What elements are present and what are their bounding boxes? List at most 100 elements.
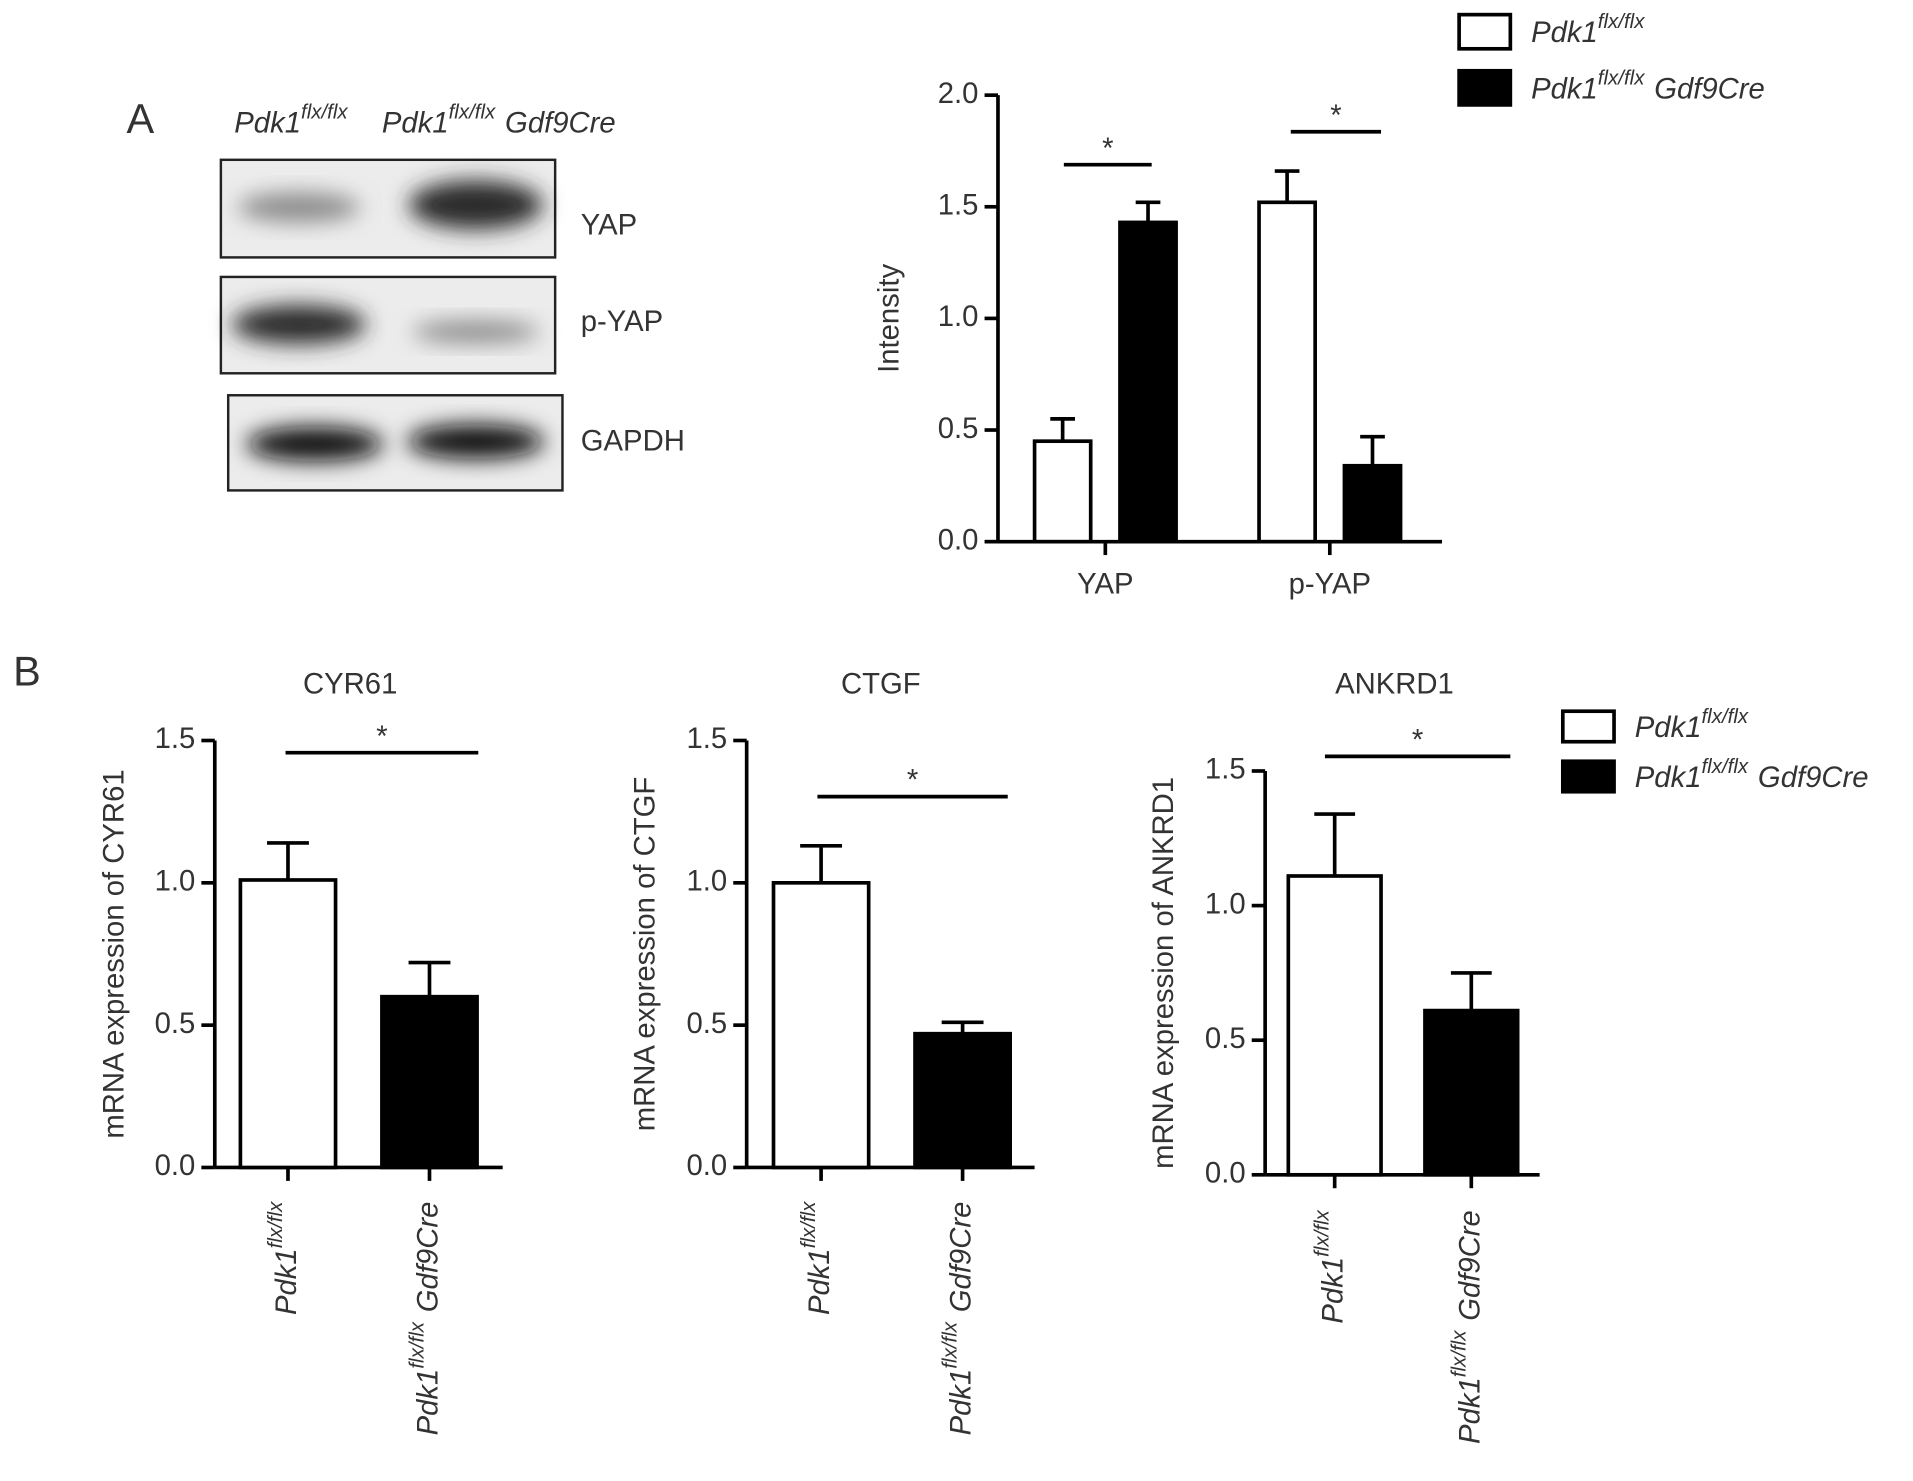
blot-band [408, 180, 543, 230]
significance-label: * [907, 765, 918, 797]
x-tick-label: Pdk1flx/flx Gdf9Cre [405, 1202, 444, 1436]
significance-label: * [1102, 133, 1113, 165]
x-tick-label: Pdk1flx/flx [797, 1201, 836, 1315]
chart-title: CTGF [841, 668, 921, 700]
legend-swatch [1560, 759, 1616, 794]
y-tick-label: 1.0 [1205, 888, 1246, 920]
x-tick-label: Pdk1flx/flx Gdf9Cre [939, 1202, 978, 1436]
y-tick-label: 1.0 [686, 866, 727, 898]
x-tick-label: YAP [1077, 568, 1133, 600]
bar [1423, 1008, 1520, 1177]
significance-label: * [1412, 724, 1423, 756]
blot-band [407, 424, 545, 459]
label-part: flx/flx [939, 1321, 962, 1368]
y-tick-label: 0.5 [938, 413, 979, 445]
label-part: flx/flx [1447, 1330, 1470, 1377]
x-tick-label: Pdk1flx/flx [264, 1201, 303, 1315]
significance-label: * [376, 721, 387, 753]
label-part: Pdk1 [1454, 1377, 1486, 1444]
label-part: Gdf9Cre [945, 1202, 977, 1313]
label-part: flx/flx [405, 1321, 428, 1368]
y-tick-label: 2.0 [938, 78, 979, 110]
error-bar [408, 960, 451, 997]
error-bar [800, 843, 843, 883]
chart-title: CYR61 [303, 668, 397, 700]
y-tick-label: 1.5 [155, 723, 196, 755]
y-tick-label: 1.5 [938, 190, 979, 222]
legend-label: Pdk1flx/flx Gdf9Cre [1635, 755, 1869, 794]
blot-band [237, 192, 360, 223]
error-bar [1135, 200, 1161, 223]
label-part: Pdk1 [1531, 73, 1598, 105]
blot-row-label: p-YAP [581, 306, 663, 338]
label-part: Pdk1 [1635, 712, 1702, 744]
error-bar [1274, 169, 1300, 203]
bar [1257, 200, 1317, 544]
legend-swatch [1457, 68, 1513, 107]
label-part: flx/flx [301, 100, 348, 123]
label-part: flx/flx [449, 100, 496, 123]
error-bar [1050, 417, 1075, 442]
bar [380, 994, 479, 1170]
bar [1342, 463, 1403, 544]
error-bar [1360, 434, 1385, 466]
legend-label: Pdk1flx/flx [1635, 705, 1749, 744]
label-part: flx/flx [1702, 755, 1749, 778]
label-part: flx/flx [1598, 66, 1645, 89]
y-tick-label: 0.0 [686, 1150, 727, 1182]
y-tick-label: 1.0 [155, 866, 196, 898]
label-part: Gdf9Cre [1654, 73, 1765, 105]
x-tick-label: Pdk1flx/flx Gdf9Cre [1447, 1210, 1486, 1444]
legend-swatch [1457, 12, 1513, 51]
error-bar [267, 841, 309, 880]
label-part: Gdf9Cre [1758, 762, 1869, 794]
bar [1118, 220, 1178, 544]
label-part: flx/flx [1598, 10, 1645, 33]
error-bar [941, 1020, 984, 1034]
blot-row-label: GAPDH [581, 426, 685, 458]
y-tick-label: 1.5 [686, 723, 727, 755]
blot-band [412, 320, 540, 343]
blot-band [246, 426, 384, 462]
bar [238, 878, 338, 1170]
label-part: Gdf9Cre [1454, 1210, 1486, 1321]
blot-column-label: Pdk1flx/flx [234, 100, 348, 139]
y-axis-label: mRNA expression of CTGF [629, 777, 661, 1132]
label-part: Gdf9Cre [505, 107, 616, 139]
bar [1286, 874, 1383, 1177]
y-axis-label: Intensity [873, 264, 905, 373]
bar [1032, 439, 1093, 544]
y-tick-label: 0.0 [938, 524, 979, 556]
chart-title: ANKRD1 [1335, 668, 1454, 700]
legend-swatch [1560, 709, 1616, 744]
panel-label: B [13, 648, 41, 695]
label-part: flx/flx [1311, 1209, 1334, 1256]
x-tick-label: Pdk1flx/flx [1311, 1209, 1350, 1323]
label-part: Pdk1 [271, 1248, 303, 1315]
y-tick-label: 1.5 [1205, 754, 1246, 786]
significance-label: * [1330, 100, 1341, 132]
blot-row-label: YAP [581, 210, 637, 242]
label-part: flx/flx [1702, 705, 1749, 728]
y-tick-label: 1.0 [938, 301, 979, 333]
label-part: Pdk1 [945, 1369, 977, 1436]
label-part: Pdk1 [1531, 17, 1598, 49]
label-part: Pdk1 [382, 107, 449, 139]
western-blot: YAP p-YAP GAPDH [219, 158, 685, 492]
y-axis-label: mRNA expression of ANKRD1 [1148, 777, 1180, 1169]
y-tick-label: 0.0 [1205, 1158, 1246, 1190]
label-part: flx/flx [264, 1201, 287, 1248]
legend-label: Pdk1flx/flx Gdf9Cre [1531, 66, 1765, 105]
blot-column-label: Pdk1flx/flx Gdf9Cre [382, 100, 616, 139]
label-part: Pdk1 [1317, 1257, 1349, 1324]
bar [771, 880, 871, 1170]
y-axis-label: mRNA expression of CYR61 [99, 769, 131, 1138]
y-tick-label: 0.5 [155, 1008, 196, 1040]
label-part: flx/flx [797, 1201, 820, 1248]
label-part: Pdk1 [1635, 762, 1702, 794]
y-tick-label: 0.5 [1205, 1023, 1246, 1055]
y-tick-label: 0.5 [686, 1008, 727, 1040]
label-part: Pdk1 [234, 107, 301, 139]
error-bar [1314, 812, 1356, 876]
